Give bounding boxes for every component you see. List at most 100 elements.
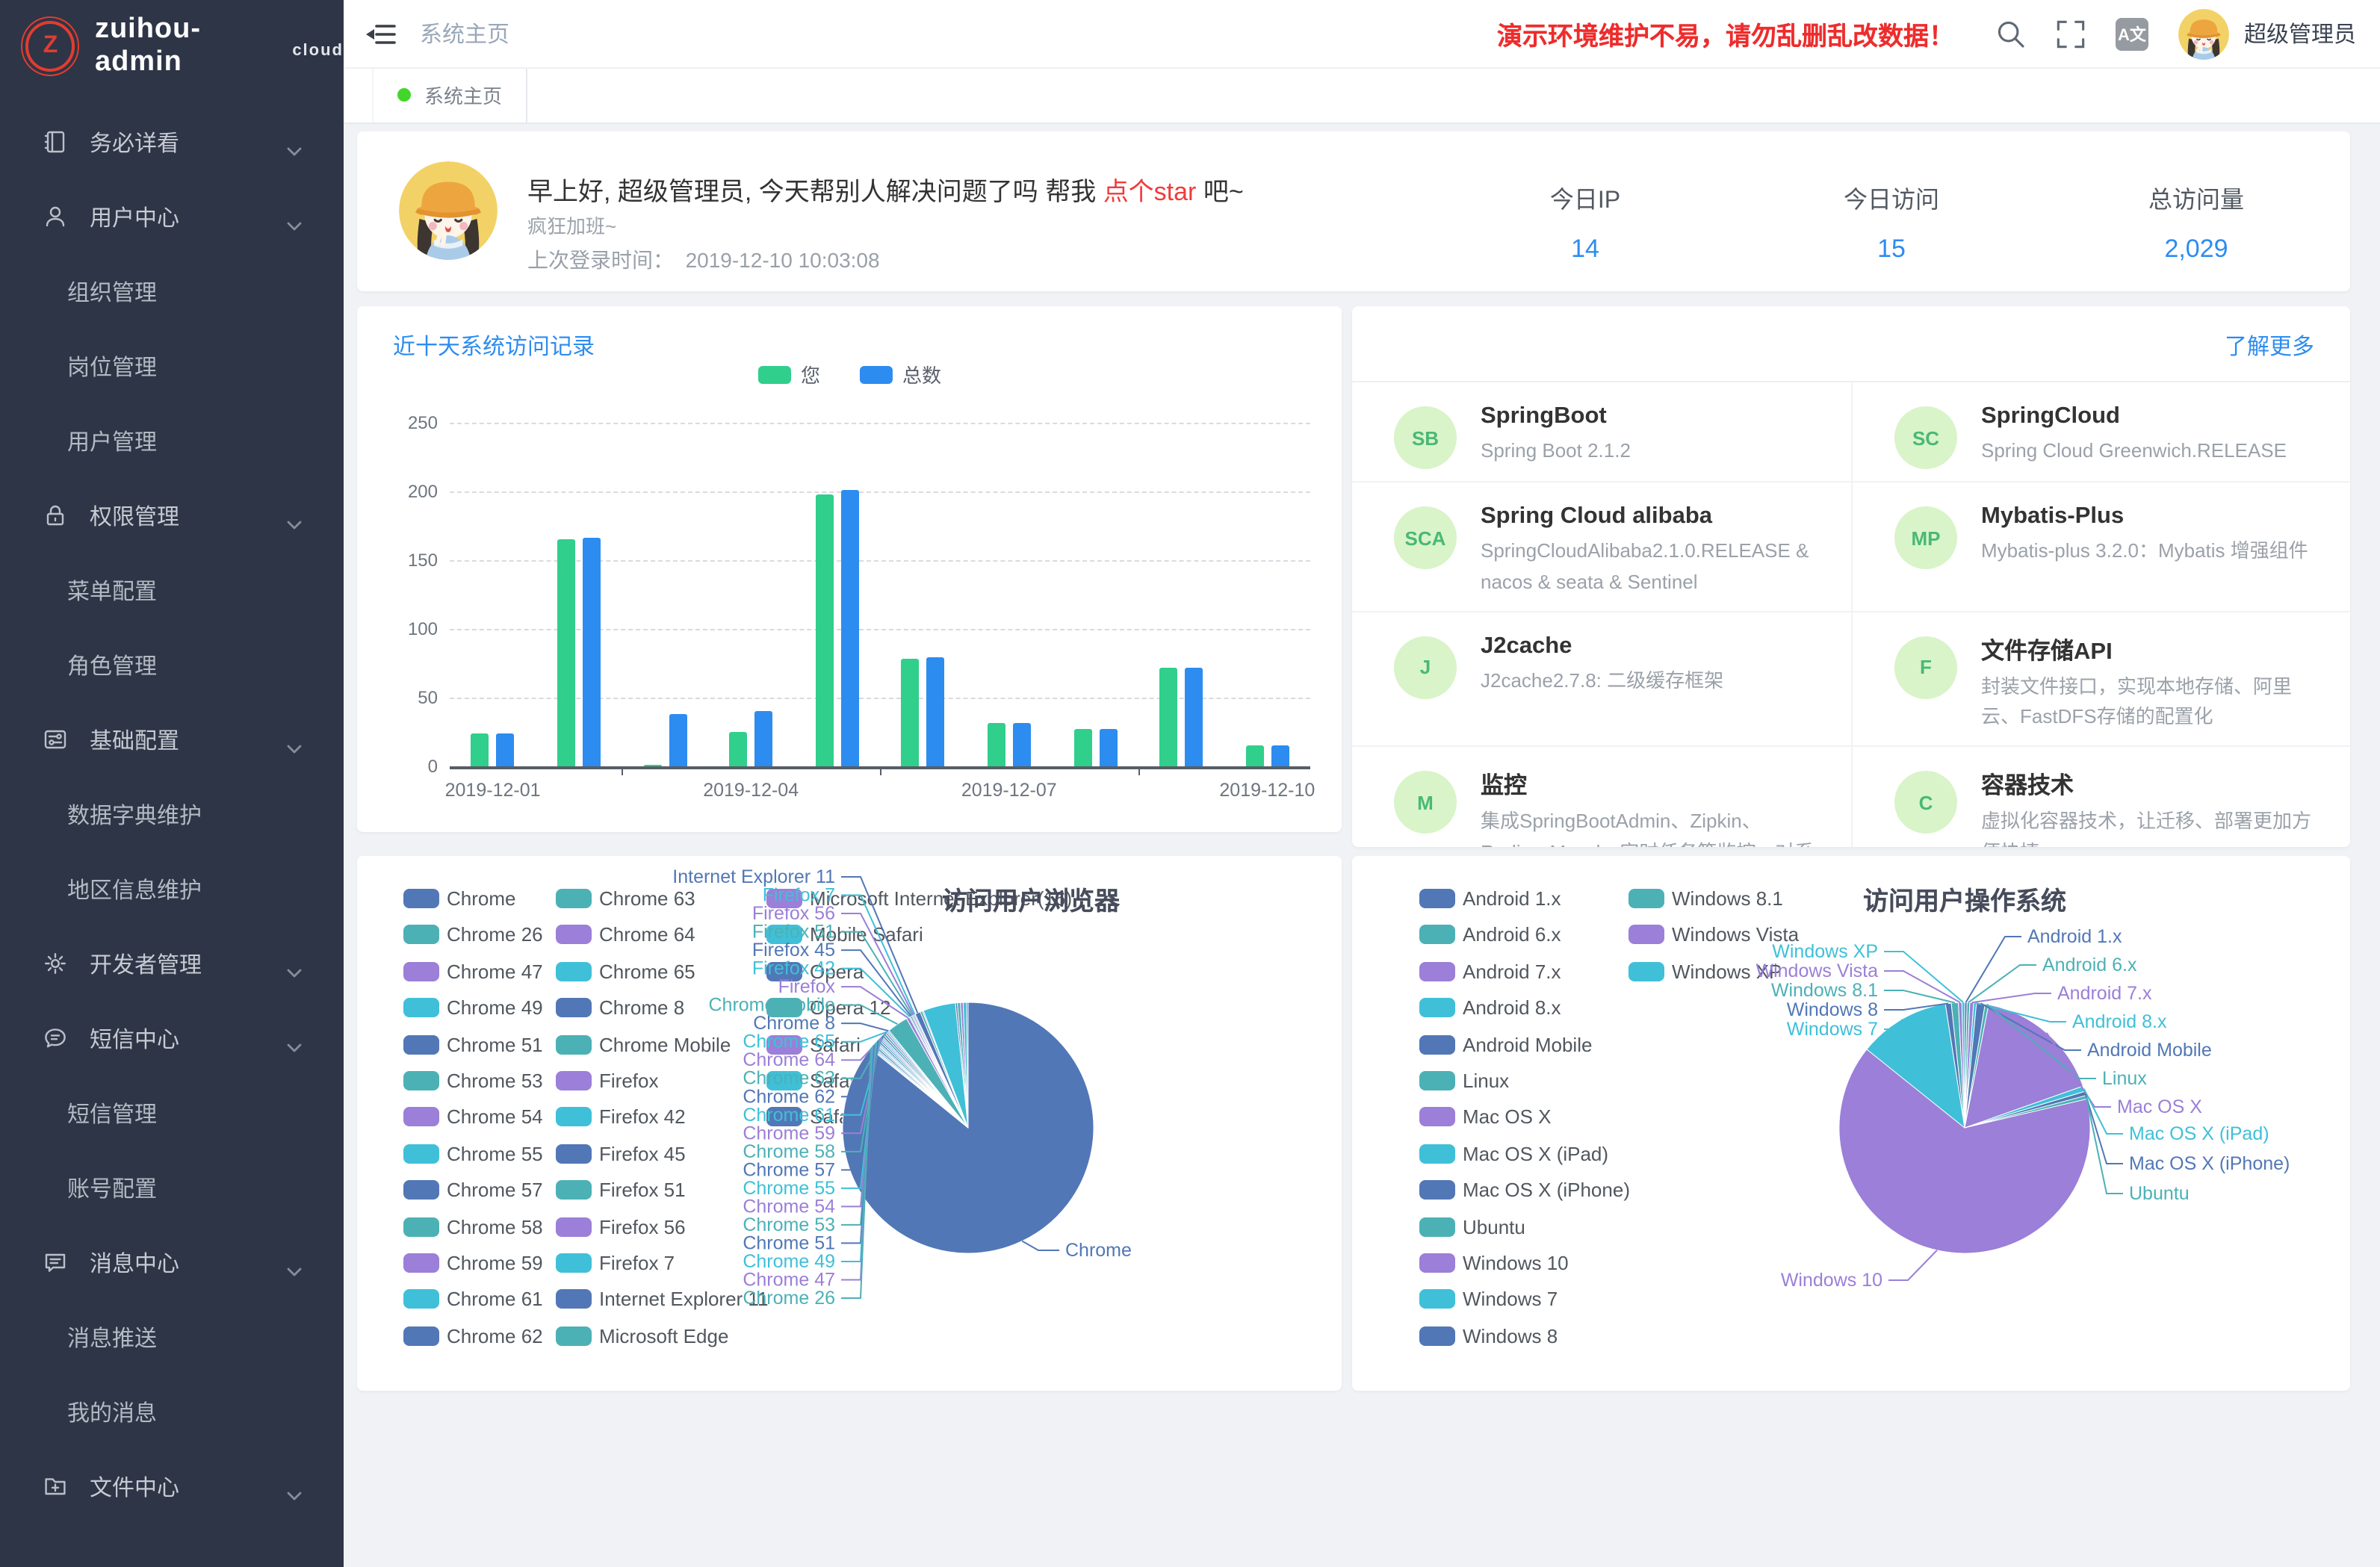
browser-pie-card: 访问用户浏览器 ChromeChrome 26Chrome 47Chrome 4… <box>357 856 1342 1391</box>
greeting-subtitle: 疯狂加班~ <box>527 211 616 239</box>
bar-您-2019-12-10 <box>1245 745 1263 766</box>
bar-总数-2019-12-05 <box>840 490 858 766</box>
tech-grid: SBSpringBootSpring Boot 2.1.2SCSpringClo… <box>1352 382 2350 847</box>
message-icon <box>43 1250 67 1274</box>
search-icon[interactable] <box>1996 19 2026 49</box>
sidebar-item-label: 我的消息 <box>67 1396 157 1427</box>
svg-text:Mac OS X (iPhone): Mac OS X (iPhone) <box>2129 1153 2290 1174</box>
star-link[interactable]: 点个star <box>1103 178 1197 206</box>
sidebar-item-label: 务必详看 <box>90 126 179 158</box>
tech-card-Spring Cloud alibaba: SCASpring Cloud alibabaSpringCloudAlibab… <box>1352 481 1851 610</box>
sidebar-group-基础配置[interactable]: 基础配置 <box>0 702 344 777</box>
bar-您-2019-12-04 <box>729 732 747 766</box>
bar-总数-2019-12-03 <box>669 714 687 766</box>
tab-home[interactable]: 系统主页 <box>372 67 527 122</box>
svg-text:Chrome 26: Chrome 26 <box>743 1288 835 1309</box>
tab-active-dot <box>397 88 411 102</box>
sidebar-group-务必详看[interactable]: 务必详看 <box>0 105 344 179</box>
tech-card-监控: M监控集成SpringBootAdmin、Zipkin、Redis、Mysql、… <box>1352 745 1851 847</box>
sidebar-item-label: 短信中心 <box>90 1023 179 1054</box>
sidebar-item-消息推送[interactable]: 消息推送 <box>0 1300 344 1374</box>
tech-stack-card: 了解更多 SBSpringBootSpring Boot 2.1.2SCSpri… <box>1352 306 2350 847</box>
bar-您-2019-12-03 <box>643 765 661 766</box>
stat-总访问量: 总访问量2,029 <box>2092 179 2301 264</box>
bar-您-2019-12-08 <box>1073 729 1091 766</box>
bar-总数-2019-12-02 <box>583 539 601 766</box>
tech-card-header: 了解更多 <box>1352 306 2350 382</box>
bar-总数-2019-12-09 <box>1185 668 1203 766</box>
app-title-badge: cloud <box>292 41 344 59</box>
last-login: 上次登录时间： 2019-12-10 10:03:08 <box>527 245 880 275</box>
sidebar-group-消息中心[interactable]: 消息中心 <box>0 1225 344 1300</box>
folder-icon <box>43 1474 67 1498</box>
sidebar-item-label: 权限管理 <box>90 500 179 531</box>
demo-warning-text: 演示环境维护不易，请勿乱删乱改数据！ <box>1497 15 1954 52</box>
sidebar-group-开发者管理[interactable]: 开发者管理 <box>0 926 344 1001</box>
sidebar-item-岗位管理[interactable]: 岗位管理 <box>0 329 344 403</box>
font-size-icon[interactable]: A文 <box>2116 17 2148 50</box>
greeting-title: 早上好, 超级管理员, 今天帮别人解决问题了吗 帮我 点个star 吧~ <box>527 170 1244 208</box>
sidebar-group-用户中心[interactable]: 用户中心 <box>0 179 344 254</box>
sidebar-item-我的消息[interactable]: 我的消息 <box>0 1374 344 1449</box>
tech-avatar: SB <box>1394 406 1457 469</box>
chevron-down-icon <box>287 958 302 969</box>
visit-bar-chart-card: 近十天系统访问记录 您总数 0501001502002502019-12-012… <box>357 306 1342 832</box>
browser-pie-svg: Internet Explorer 11Firefox 7Firefox 56F… <box>357 856 1342 1391</box>
bar-您-2019-12-06 <box>902 659 920 766</box>
sidebar-item-账号配置[interactable]: 账号配置 <box>0 1150 344 1225</box>
sidebar-item-短信管理[interactable]: 短信管理 <box>0 1076 344 1150</box>
sidebar-group-短信中心[interactable]: 短信中心 <box>0 1001 344 1076</box>
bar-您-2019-12-02 <box>557 539 575 766</box>
stat-今日访问: 今日访问15 <box>1787 179 1996 264</box>
sidebar-group-文件中心[interactable]: 文件中心 <box>0 1449 344 1524</box>
svg-text:Android 6.x: Android 6.x <box>2042 955 2137 975</box>
svg-text:Android 8.x: Android 8.x <box>2072 1011 2167 1032</box>
app-logo[interactable]: Z zuihou-admin cloud <box>0 0 344 93</box>
tech-card-容器技术: C容器技术虚拟化容器技术，让迁移、部署更加方便快捷 <box>1851 745 2350 847</box>
tech-avatar: C <box>1894 771 1957 834</box>
tech-card-J2cache: JJ2cacheJ2cache2.7.8: 二级缓存框架 <box>1352 610 1851 745</box>
sidebar-item-label: 地区信息维护 <box>67 873 202 904</box>
bar-您-2019-12-07 <box>988 724 1005 766</box>
sidebar-item-组织管理[interactable]: 组织管理 <box>0 254 344 329</box>
bar-您-2019-12-09 <box>1159 668 1177 766</box>
sidebar-item-地区信息维护[interactable]: 地区信息维护 <box>0 851 344 926</box>
sidebar-item-label: 账号配置 <box>67 1172 157 1203</box>
svg-text:Windows 7: Windows 7 <box>1787 1019 1878 1040</box>
bar-您-2019-12-05 <box>815 494 833 766</box>
gear-icon <box>43 952 67 975</box>
sidebar-item-角色管理[interactable]: 角色管理 <box>0 627 344 702</box>
sidebar-menu: 务必详看用户中心组织管理岗位管理用户管理权限管理菜单配置角色管理基础配置数据字典… <box>0 93 344 1524</box>
tech-avatar: MP <box>1894 506 1957 569</box>
os-pie-svg: Windows XPWindows VistaWindows 8.1Window… <box>1352 856 2350 1391</box>
svg-text:Android 7.x: Android 7.x <box>2057 983 2152 1004</box>
fullscreen-icon[interactable] <box>2056 19 2086 49</box>
tech-avatar: F <box>1894 636 1957 698</box>
browser-pie-title: 访问用户浏览器 <box>942 880 1120 917</box>
learn-more-link[interactable]: 了解更多 <box>2225 330 2314 362</box>
chevron-down-icon <box>287 734 302 745</box>
bar-总数-2019-12-01 <box>497 733 515 766</box>
sidebar-item-数据字典维护[interactable]: 数据字典维护 <box>0 777 344 851</box>
sidebar-item-用户管理[interactable]: 用户管理 <box>0 403 344 478</box>
bar-chart: 0501001502002502019-12-012019-12-042019-… <box>357 306 1342 832</box>
sidebar: Z zuihou-admin cloud 务必详看用户中心组织管理岗位管理用户管… <box>0 0 344 1567</box>
sidebar-item-label: 角色管理 <box>67 649 157 680</box>
lock-icon <box>43 503 67 527</box>
svg-text:Windows 10: Windows 10 <box>1781 1270 1882 1291</box>
bar-总数-2019-12-04 <box>754 711 772 766</box>
username[interactable]: 超级管理员 <box>2244 18 2356 49</box>
menu-collapse-icon[interactable] <box>366 22 396 46</box>
svg-text:Mac OS X (iPad): Mac OS X (iPad) <box>2129 1123 2269 1144</box>
breadcrumb[interactable]: 系统主页 <box>420 18 509 49</box>
chevron-down-icon <box>287 1481 302 1492</box>
sidebar-group-权限管理[interactable]: 权限管理 <box>0 478 344 553</box>
bar-总数-2019-12-10 <box>1271 745 1289 766</box>
sidebar-item-菜单配置[interactable]: 菜单配置 <box>0 553 344 627</box>
sidebar-item-label: 组织管理 <box>67 276 157 307</box>
chevron-down-icon <box>287 1033 302 1043</box>
user-avatar[interactable] <box>2178 8 2229 59</box>
main-content: 早上好, 超级管理员, 今天帮别人解决问题了吗 帮我 点个star 吧~ 疯狂加… <box>344 122 2380 1567</box>
bar-总数-2019-12-06 <box>927 658 945 766</box>
sms-icon <box>43 1026 67 1050</box>
